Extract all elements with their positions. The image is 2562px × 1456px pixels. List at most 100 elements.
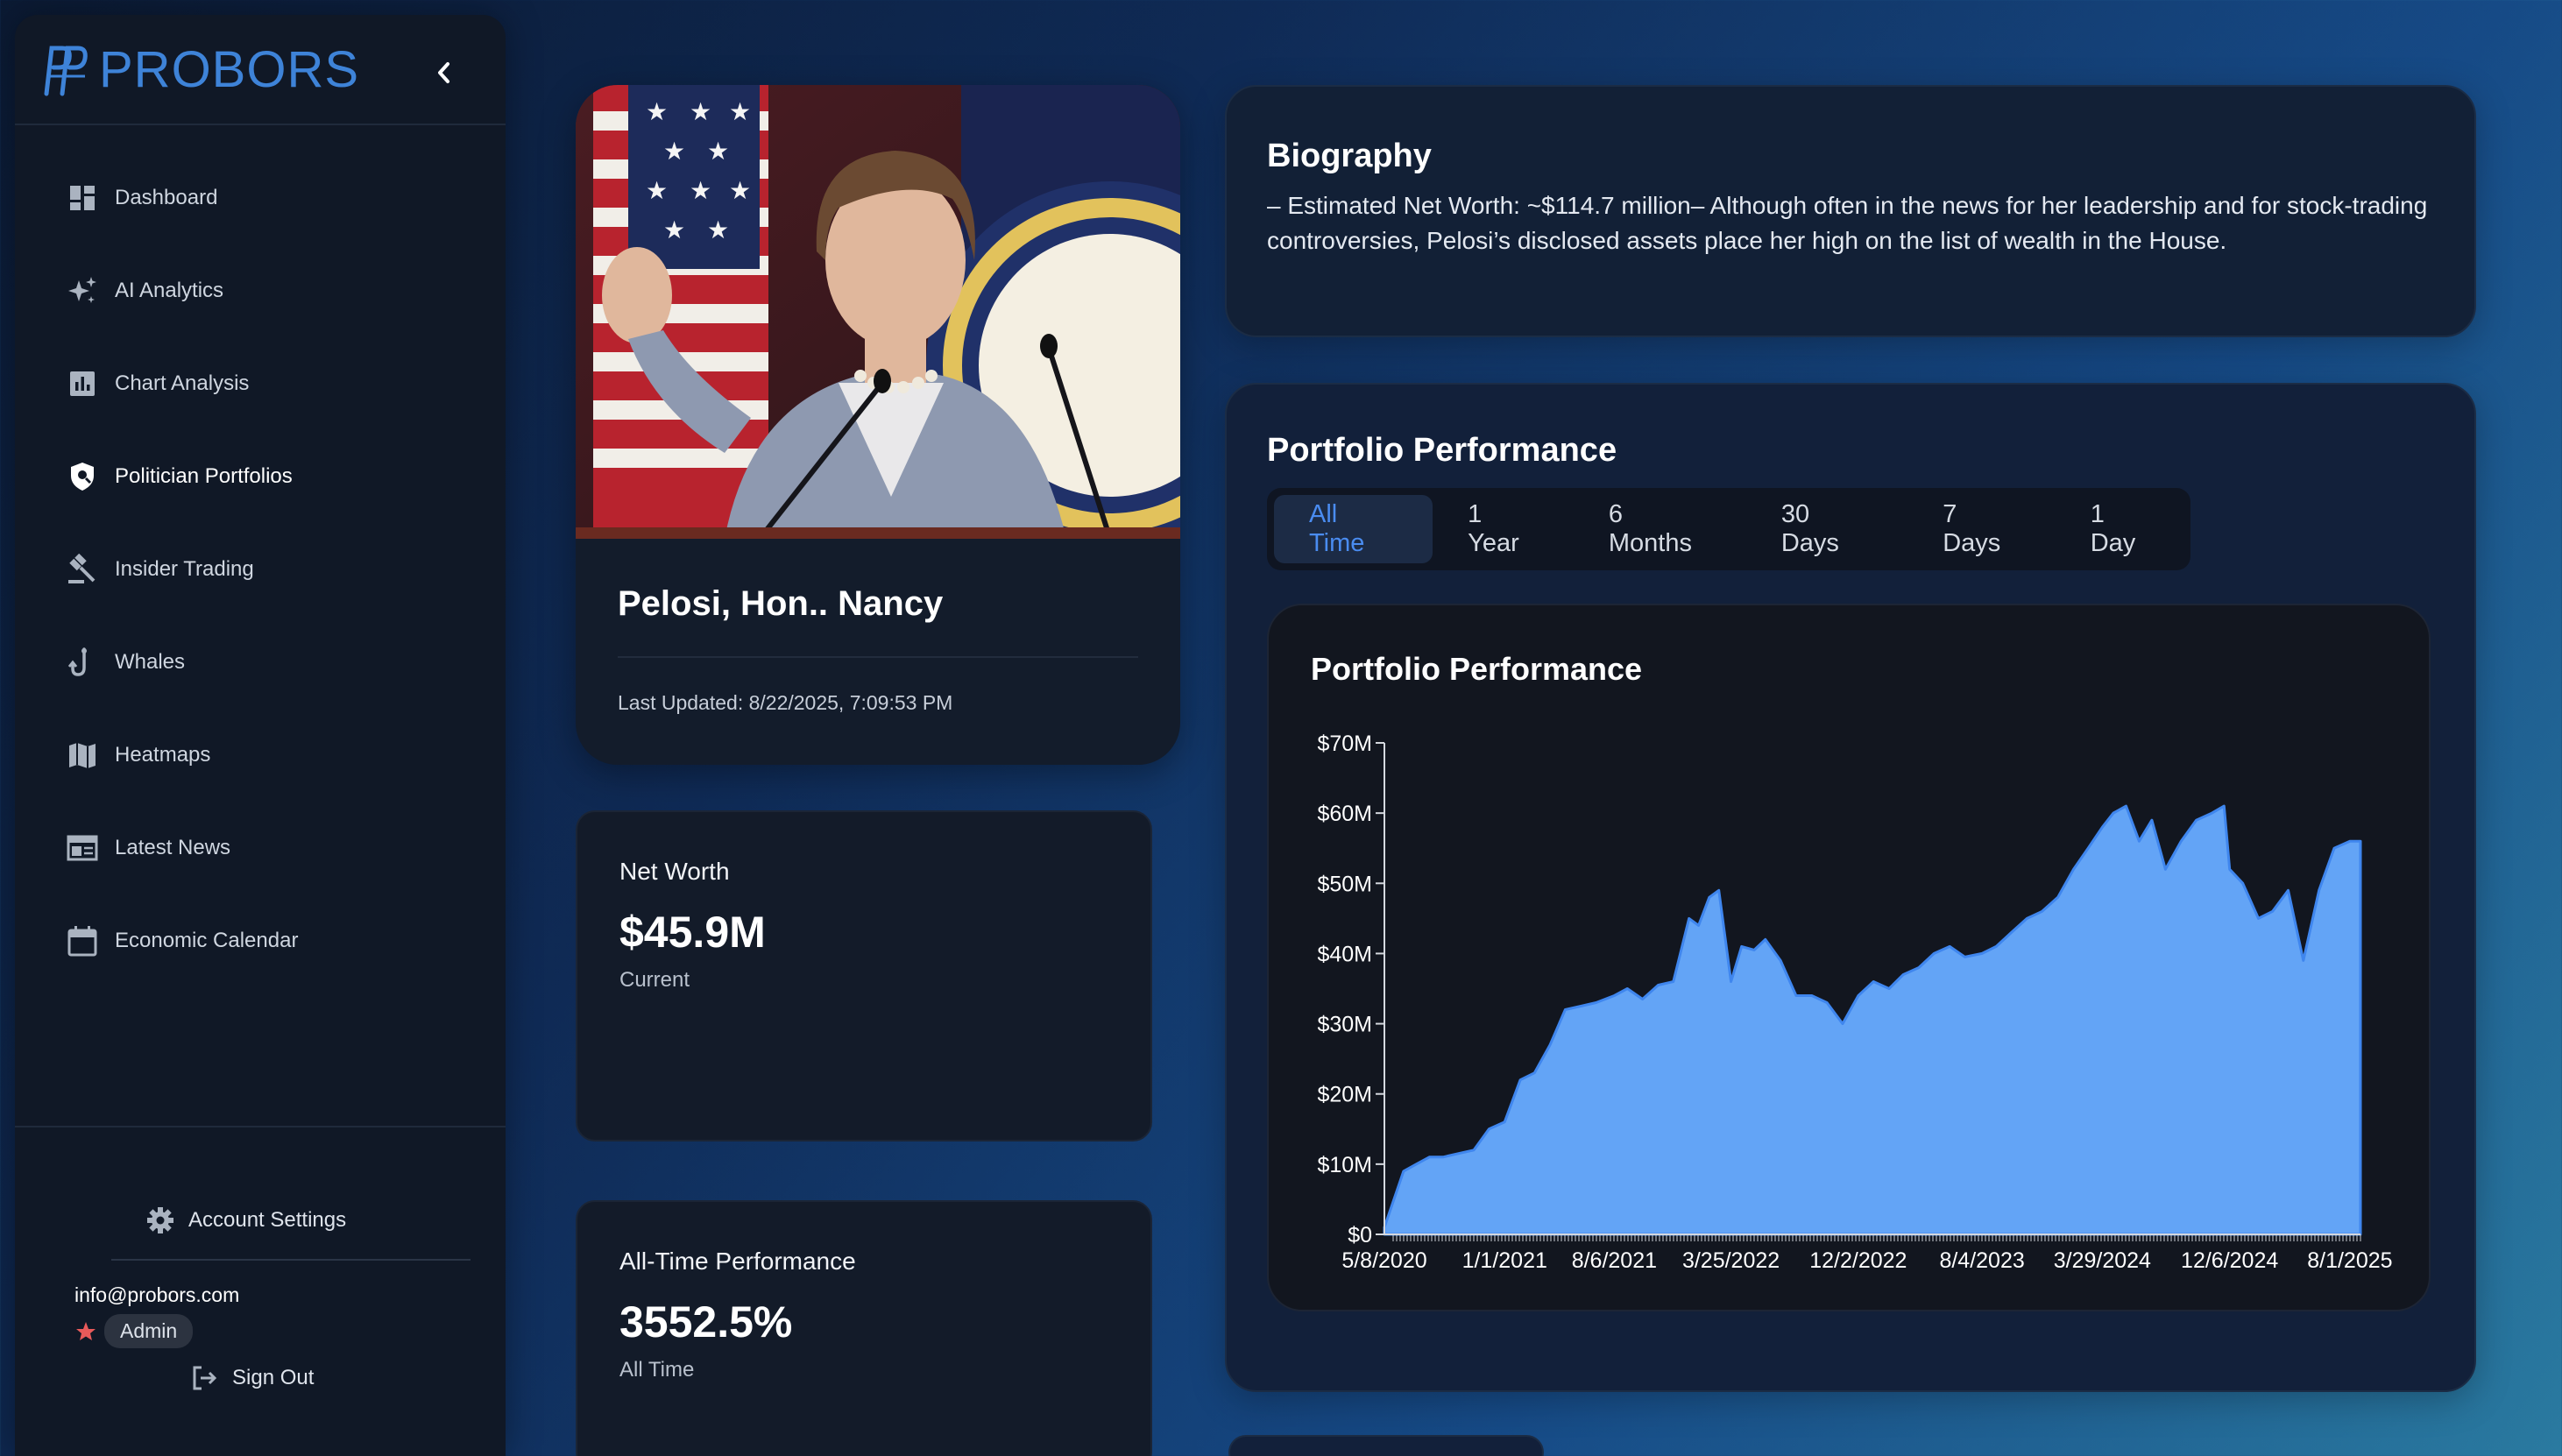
gavel-icon <box>66 553 99 586</box>
tab-1-year[interactable]: 1 Year <box>1468 500 1519 557</box>
footer-divider <box>111 1259 471 1261</box>
net-worth-card: Net Worth $45.9M Current <box>576 810 1152 1141</box>
account-settings-label: Account Settings <box>188 1208 347 1232</box>
next-card-edge <box>1228 1435 1544 1456</box>
chevron-left-icon <box>438 62 449 83</box>
brand-header: PROBORS <box>15 15 506 125</box>
sidebar-item-politician-portfolios[interactable]: Politician Portfolios <box>15 430 506 523</box>
y-tick-label: $40M <box>1317 942 1372 966</box>
politician-name: Pelosi, Hon.. Nancy <box>618 584 944 623</box>
svg-text:★: ★ <box>646 97 668 126</box>
sign-out-button[interactable]: Sign Out <box>190 1364 314 1392</box>
all-time-value: 3552.5% <box>619 1297 793 1346</box>
x-tick-label: 12/6/2024 <box>2181 1248 2278 1273</box>
politician-photo: ★ ★ ★ ★ ★ ★ ★ ★ ★ ★ <box>576 85 1180 539</box>
time-range-tabs: All Time 1 Year 6 Months 30 Days 7 Days … <box>1267 488 2190 570</box>
sidebar-item-heatmaps[interactable]: Heatmaps <box>15 709 506 802</box>
brand-logo-icon <box>44 46 88 96</box>
biography-title: Biography <box>1267 138 1432 174</box>
x-tick-label: 1/1/2021 <box>1462 1248 1547 1273</box>
x-tick-label: 3/29/2024 <box>2054 1248 2151 1273</box>
sidebar-nav: Dashboard AI Analytics Chart Analysis Po… <box>15 125 506 987</box>
sidebar-item-whales[interactable]: Whales <box>15 616 506 709</box>
all-time-sub: All Time <box>619 1358 695 1382</box>
sidebar-item-label: Dashboard <box>115 186 218 209</box>
portfolio-performance-title: Portfolio Performance <box>1267 432 1617 469</box>
x-tick-label: 3/25/2022 <box>1682 1248 1780 1273</box>
x-tick-label: 12/2/2022 <box>1809 1248 1907 1273</box>
sidebar-item-label: Chart Analysis <box>115 371 250 395</box>
last-updated: Last Updated: 8/22/2025, 7:09:53 PM <box>618 691 953 714</box>
portfolio-performance-card: Portfolio Performance All Time 1 Year 6 … <box>1225 383 2476 1392</box>
sparkle-icon <box>66 274 99 307</box>
role-badge: Admin <box>104 1314 194 1348</box>
y-tick-label: $20M <box>1317 1083 1372 1107</box>
sign-out-label: Sign Out <box>232 1366 315 1389</box>
chart-title: Portfolio Performance <box>1311 651 1643 687</box>
all-time-performance-card: All-Time Performance 3552.5% All Time <box>576 1200 1152 1456</box>
user-role: Admin <box>74 1314 194 1348</box>
sidebar-item-label: Whales <box>115 650 186 674</box>
sidebar-item-ai-analytics[interactable]: AI Analytics <box>15 244 506 337</box>
y-tick-label: $60M <box>1317 802 1372 826</box>
dashboard-icon <box>66 181 99 215</box>
y-tick-label: $30M <box>1317 1013 1372 1037</box>
tab-all-time[interactable]: All Time <box>1274 495 1433 563</box>
collapse-sidebar-button[interactable] <box>428 57 460 88</box>
sidebar-item-dashboard[interactable]: Dashboard <box>15 152 506 244</box>
biography-card: Biography – Estimated Net Worth: ~$114.7… <box>1225 85 2476 337</box>
biography-text: – Estimated Net Worth: ~$114.7 million– … <box>1267 192 2428 254</box>
tab-6-months[interactable]: 6 Months <box>1608 500 1692 557</box>
y-tick-label: $0 <box>1348 1223 1372 1247</box>
sidebar-item-insider-trading[interactable]: Insider Trading <box>15 523 506 616</box>
portfolio-area-series <box>1383 804 2362 1236</box>
sidebar-item-label: Insider Trading <box>115 557 254 581</box>
shield-person-icon <box>66 460 99 493</box>
gear-icon <box>147 1207 173 1233</box>
sidebar-item-economic-calendar[interactable]: Economic Calendar <box>15 894 506 987</box>
x-tick-label: 8/1/2025 <box>2307 1248 2392 1273</box>
x-tick-label: 5/8/2020 <box>1341 1248 1426 1273</box>
sidebar-item-label: Heatmaps <box>115 743 211 767</box>
sidebar-footer: Account Settings info@probors.com Admin … <box>15 1126 506 1390</box>
tab-7-days[interactable]: 7 Days <box>1943 500 2001 557</box>
svg-text:★: ★ <box>646 176 668 205</box>
account-settings-button[interactable]: Account Settings <box>146 1206 346 1234</box>
net-worth-title: Net Worth <box>619 858 730 885</box>
x-tick-label: 8/6/2021 <box>1572 1248 1657 1273</box>
bar-chart-icon <box>66 367 99 400</box>
sidebar-item-label: Latest News <box>115 836 231 859</box>
all-time-title: All-Time Performance <box>619 1247 856 1275</box>
sidebar-item-latest-news[interactable]: Latest News <box>15 802 506 894</box>
net-worth-value: $45.9M <box>619 908 766 957</box>
svg-text:★: ★ <box>663 137 685 166</box>
star-icon <box>76 1321 96 1340</box>
calendar-icon <box>66 924 99 958</box>
sidebar-item-label: Economic Calendar <box>115 929 299 952</box>
y-tick-label: $70M <box>1317 732 1372 756</box>
y-tick-label: $10M <box>1317 1153 1372 1177</box>
sidebar-item-chart-analysis[interactable]: Chart Analysis <box>15 337 506 430</box>
tab-1-day[interactable]: 1 Day <box>2090 500 2136 557</box>
tab-30-days[interactable]: 30 Days <box>1780 500 1839 557</box>
svg-text:★: ★ <box>707 137 729 166</box>
map-icon <box>66 739 99 772</box>
svg-text:★: ★ <box>690 176 711 205</box>
svg-text:★: ★ <box>729 97 751 126</box>
portfolio-area-chart[interactable]: $0 $10M $20M $30M $40M $50M $60M $70M 5/8/2020 1/… <box>1269 605 2432 1313</box>
user-email: info@probors.com <box>74 1283 240 1306</box>
net-worth-sub: Current <box>619 968 690 992</box>
profile-card: ★ ★ ★ ★ ★ ★ ★ ★ ★ ★ <box>576 85 1180 765</box>
svg-text:★: ★ <box>729 176 751 205</box>
x-minor-ticks <box>1392 1234 2361 1241</box>
y-tick-label: $50M <box>1317 872 1372 896</box>
sidebar-item-label: Politician Portfolios <box>115 464 293 488</box>
sidebar: PROBORS Dashboard AI Analytics Chart Ana… <box>15 15 506 1456</box>
sidebar-item-label: AI Analytics <box>115 279 224 302</box>
brand-name: PROBORS <box>99 40 360 98</box>
svg-text:★: ★ <box>663 216 685 244</box>
hook-icon <box>66 646 99 679</box>
profile-divider <box>618 656 1138 658</box>
sign-out-icon <box>193 1366 217 1390</box>
svg-text:★: ★ <box>690 97 711 126</box>
